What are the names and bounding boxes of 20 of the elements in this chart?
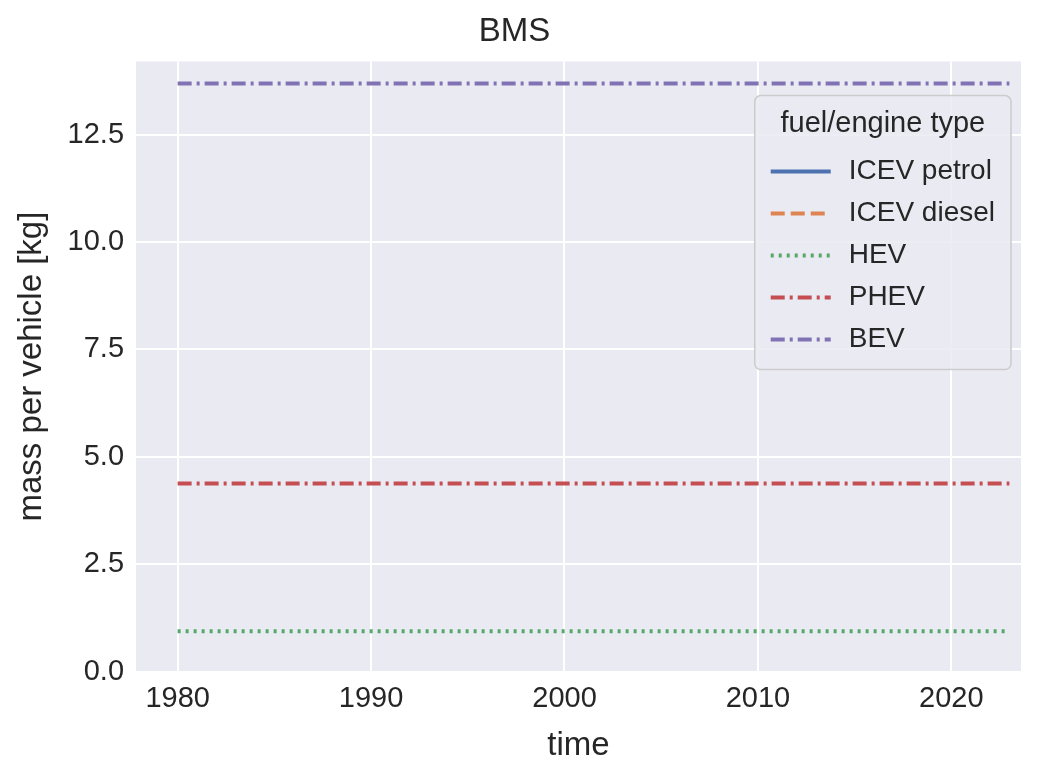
legend-label: BEV [848, 322, 906, 354]
legend-label: HEV [848, 238, 907, 270]
legend-title: fuel/engine type [780, 105, 986, 138]
y-tick-label: 12.5 [67, 116, 125, 149]
y-tick-label: 2.5 [83, 546, 125, 579]
x-axis-title: time [547, 725, 610, 763]
x-tick-label: 2010 [725, 681, 791, 713]
x-tick-label: 2020 [919, 681, 984, 713]
legend-label: PHEV [848, 280, 926, 312]
y-axis-title: mass per vehicle [kg] [10, 211, 48, 522]
x-tick-label: 1990 [338, 681, 404, 713]
y-tick-label: 5.0 [83, 438, 125, 471]
chart-title: BMS [478, 10, 551, 48]
x-tick-label: 1980 [145, 681, 210, 713]
x-tick-label: 2000 [532, 681, 597, 713]
legend-label: ICEV diesel [848, 196, 996, 228]
legend-label: ICEV petrol [848, 154, 992, 186]
y-tick-label: 10.0 [67, 224, 125, 257]
y-tick-label: 7.5 [83, 331, 125, 364]
y-tick-label: 0.0 [83, 653, 125, 686]
